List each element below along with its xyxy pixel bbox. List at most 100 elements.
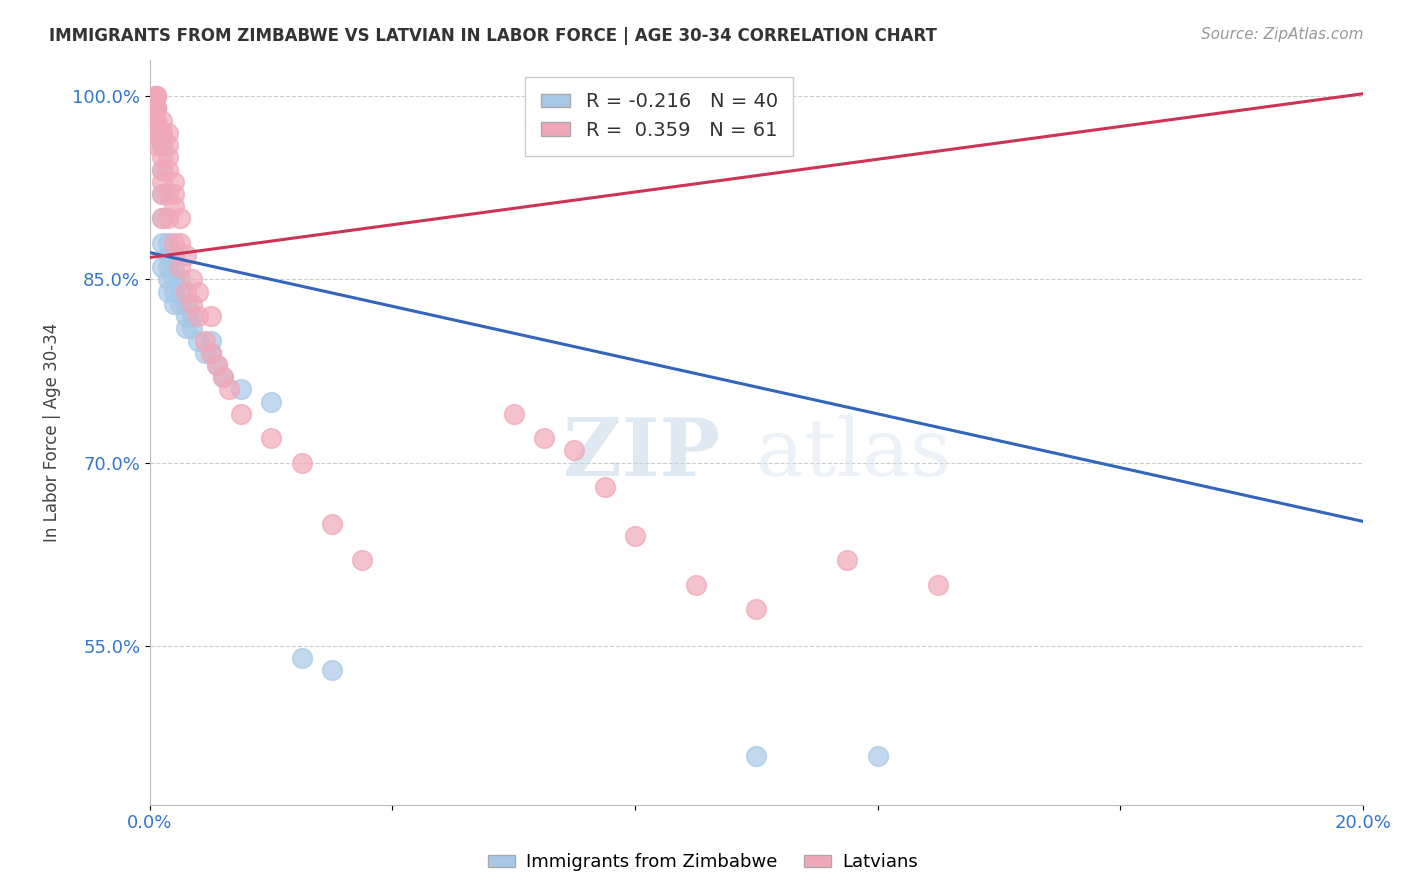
Point (150, 126, 173, 140)
Point (157, 211, 180, 226)
Point (533, 431, 555, 445)
Point (150, 162, 173, 177)
Point (260, 431, 283, 445)
Point (163, 297, 186, 311)
Point (176, 285, 198, 299)
Point (145, 89, 167, 103)
Point (157, 285, 180, 299)
Point (176, 248, 198, 262)
Point (200, 345, 222, 359)
Point (150, 162, 173, 177)
Point (163, 175, 186, 189)
Point (145, 89, 167, 103)
Point (150, 175, 173, 189)
Point (145, 138, 167, 153)
Point (145, 102, 167, 116)
Point (685, 578, 707, 592)
Point (157, 126, 180, 140)
Point (200, 309, 222, 323)
Point (624, 529, 647, 543)
Point (176, 297, 198, 311)
Point (205, 358, 228, 372)
Point (927, 578, 949, 592)
Text: Source: ZipAtlas.com: Source: ZipAtlas.com (1201, 27, 1364, 42)
Point (150, 126, 173, 140)
Point (593, 480, 616, 494)
Point (145, 113, 167, 128)
Legend: R = -0.216   N = 40, R =  0.359   N = 61: R = -0.216 N = 40, R = 0.359 N = 61 (526, 77, 793, 155)
Point (229, 383, 252, 397)
Point (181, 321, 204, 335)
Point (187, 334, 209, 348)
Point (150, 260, 173, 275)
Point (157, 150, 180, 164)
Point (321, 516, 343, 531)
Point (260, 394, 283, 409)
Point (163, 235, 186, 250)
Point (157, 162, 180, 177)
Point (150, 186, 173, 201)
Text: ZIP: ZIP (562, 416, 720, 493)
Point (200, 345, 222, 359)
Point (145, 126, 167, 140)
Y-axis label: In Labor Force | Age 30-34: In Labor Force | Age 30-34 (44, 323, 60, 541)
Point (211, 370, 233, 384)
Point (176, 321, 198, 335)
Point (837, 553, 859, 567)
Point (150, 186, 173, 201)
Point (176, 309, 198, 323)
Point (169, 272, 191, 286)
Point (181, 309, 204, 323)
Point (145, 89, 167, 103)
Point (502, 407, 524, 421)
Point (290, 456, 312, 470)
Point (169, 285, 191, 299)
Point (229, 407, 252, 421)
Point (163, 248, 186, 262)
Point (145, 102, 167, 116)
Point (321, 663, 343, 677)
Point (169, 211, 191, 226)
Point (169, 297, 191, 311)
Point (218, 383, 240, 397)
Point (193, 334, 215, 348)
Point (169, 260, 191, 275)
Point (169, 235, 191, 250)
Point (866, 748, 889, 763)
Point (150, 235, 173, 250)
Point (145, 113, 167, 128)
Point (157, 138, 180, 153)
Legend: Immigrants from Zimbabwe, Latvians: Immigrants from Zimbabwe, Latvians (481, 847, 925, 879)
Point (145, 102, 167, 116)
Point (157, 260, 180, 275)
Point (145, 126, 167, 140)
Point (163, 186, 186, 201)
Point (157, 248, 180, 262)
Point (145, 102, 167, 116)
Point (150, 138, 173, 153)
Point (352, 553, 374, 567)
Point (145, 89, 167, 103)
Point (163, 199, 186, 213)
Point (163, 272, 186, 286)
Point (290, 651, 312, 665)
Point (150, 150, 173, 164)
Point (211, 370, 233, 384)
Point (150, 211, 173, 226)
Point (163, 285, 186, 299)
Point (205, 358, 228, 372)
Text: atlas: atlas (756, 416, 952, 493)
Point (145, 113, 167, 128)
Text: IMMIGRANTS FROM ZIMBABWE VS LATVIAN IN LABOR FORCE | AGE 30-34 CORRELATION CHART: IMMIGRANTS FROM ZIMBABWE VS LATVIAN IN L… (49, 27, 936, 45)
Point (200, 334, 222, 348)
Point (157, 272, 180, 286)
Point (745, 602, 768, 616)
Point (150, 113, 173, 128)
Point (145, 113, 167, 128)
Point (157, 186, 180, 201)
Point (187, 309, 209, 323)
Point (181, 297, 204, 311)
Point (145, 89, 167, 103)
Point (163, 260, 186, 275)
Point (187, 285, 209, 299)
